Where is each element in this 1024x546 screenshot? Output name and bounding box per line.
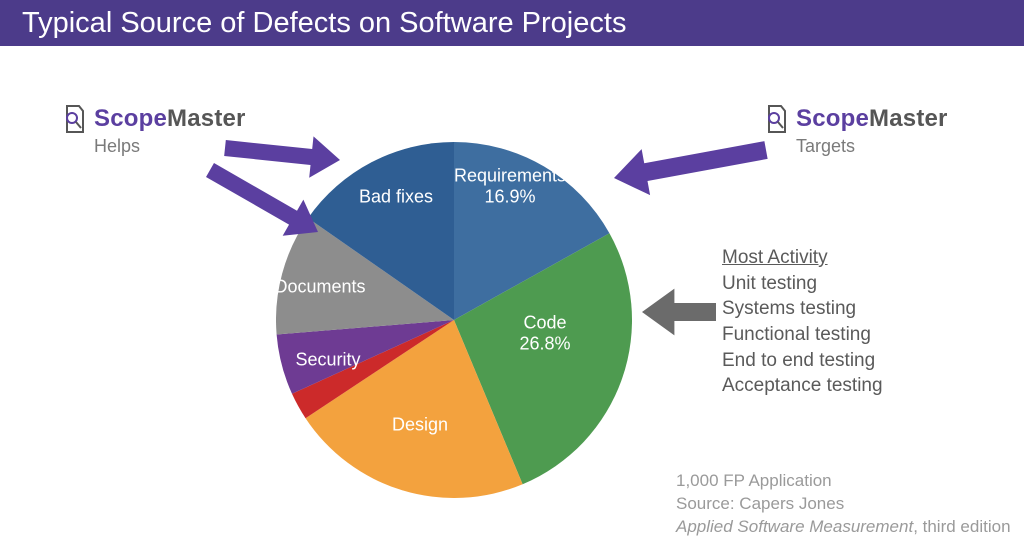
activity-item: Systems testing xyxy=(722,296,883,322)
page-title: Typical Source of Defects on Software Pr… xyxy=(22,7,626,40)
logo-master: Master xyxy=(167,105,246,132)
arrow-targets xyxy=(614,141,768,195)
activity-item: Acceptance testing xyxy=(722,373,883,399)
document-icon xyxy=(62,104,88,134)
logo-subtitle-helps: Helps xyxy=(94,136,282,157)
logo-subtitle-targets: Targets xyxy=(796,136,984,157)
logo-master: Master xyxy=(869,105,948,132)
source-line: Source: Capers Jones xyxy=(676,493,1011,516)
logo-scope: Scope xyxy=(94,105,167,132)
logo-scope: Scope xyxy=(796,105,869,132)
scopemaster-logo-right: ScopeMaster Targets xyxy=(764,104,984,157)
logo-text: ScopeMaster xyxy=(796,105,948,133)
scopemaster-logo-left: ScopeMaster Helps xyxy=(62,104,282,157)
source-book-title: Applied Software Measurement xyxy=(676,517,913,536)
source-line: 1,000 FP Application xyxy=(676,470,1011,493)
defect-pie-chart xyxy=(276,142,632,498)
activity-title: Most Activity xyxy=(722,245,883,271)
activity-item: End to end testing xyxy=(722,348,883,374)
logo-text: ScopeMaster xyxy=(94,105,246,133)
activity-item: Unit testing xyxy=(722,271,883,297)
arrow-activity xyxy=(642,289,716,336)
logo-line: ScopeMaster xyxy=(62,104,282,134)
activity-item: Functional testing xyxy=(722,322,883,348)
document-icon xyxy=(764,104,790,134)
activity-list: Most Activity Unit testing Systems testi… xyxy=(722,245,883,399)
title-bar: Typical Source of Defects on Software Pr… xyxy=(0,0,1024,46)
logo-line: ScopeMaster xyxy=(764,104,984,134)
source-citation: 1,000 FP Application Source: Capers Jone… xyxy=(676,470,1011,539)
source-edition: , third edition xyxy=(913,517,1010,536)
source-line: Applied Software Measurement, third edit… xyxy=(676,516,1011,539)
